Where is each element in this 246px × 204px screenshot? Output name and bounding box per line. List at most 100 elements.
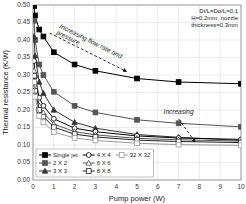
grid-line [220,5,221,180]
point [51,107,56,112]
tick-label: 0.25 [17,88,30,95]
annotation-line: thickness=0.3mm [191,22,238,28]
legend: Single jet 2 X 2 3 X 3 4 X 4 6 X 6 8 X 8 32 X … [36,149,153,177]
point [72,62,77,67]
series [33,80,241,148]
tick-label: 0.00 [17,176,30,183]
point [51,130,56,135]
tick-label: 6 [156,183,160,190]
point [135,117,140,122]
legend-marker [43,153,48,158]
point [33,59,36,64]
legend-entry: 32 X 32 [116,152,151,158]
tick-label: 0.20 [17,106,30,113]
series [33,59,241,142]
tick-label: 0.50 [17,1,30,8]
tick-label: 1 [52,183,56,190]
point [239,124,241,129]
legend-entry: 8 X 8 [83,168,112,174]
point [93,110,98,115]
line [34,21,241,127]
point [176,142,181,147]
series [33,68,241,143]
point [33,18,36,23]
legend-label: 2 X 2 [53,160,68,166]
tick-label: 0.45 [17,18,30,25]
tick-label: 2 [73,183,77,190]
legend-marker [86,153,91,158]
point [41,90,46,95]
legend-label: Single jet [53,152,78,158]
annotation-group: Increasing flow rate andpressure [54,22,124,67]
legend-marker [86,169,91,174]
series [33,18,241,129]
tick-label: 4 [114,183,118,190]
point [33,53,38,58]
point [72,136,77,141]
legend-box [36,149,153,177]
legend-label: 8 X 8 [97,168,112,174]
grid-line [178,5,179,180]
tick-label: 0 [31,183,35,190]
annotation-line: Increasing flow rate and [58,22,124,60]
line [34,37,241,141]
tick-label: 8 [198,183,202,190]
point [33,68,37,73]
point [37,79,42,84]
line [34,76,241,143]
tick-label: 0.15 [17,123,30,130]
annotation: Increasing flow rate andpressure [54,22,124,67]
legend-marker [86,160,91,165]
point [33,94,37,99]
point [135,141,140,146]
tick-label: 0.30 [17,71,30,78]
annotation: Increasing [164,108,194,116]
point [93,138,98,143]
data [33,5,241,148]
point [176,121,181,126]
tick-label: 7 [177,183,181,190]
x-axis-label: Pump power (W) [109,194,166,203]
point [33,5,36,8]
point [41,120,46,125]
chart: 0.000.050.100.150.200.250.300.350.400.45… [0,0,246,204]
annotation: Di/L=Do/L=0.1H=0.2mm, nozzlethickness=0.… [191,8,239,28]
tick-label: 5 [135,183,139,190]
legend-entry: 3 X 3 [39,168,68,174]
point [51,89,56,94]
point [37,114,42,119]
point [135,76,140,81]
annotation-line: pressure [54,28,81,47]
plot-frame [33,5,241,180]
grid-line [199,5,200,180]
point [176,80,181,85]
point [37,27,42,32]
point [51,125,56,130]
point [93,68,98,73]
legend-entry: 4 X 4 [83,152,112,158]
series [33,5,241,86]
point [72,103,77,108]
tick-label: 0.40 [17,36,30,43]
tick-label: 0.10 [17,141,30,148]
legend-entry: 6 X 6 [83,160,112,166]
series [33,34,241,143]
tick-label: 9 [218,183,222,190]
point [37,62,42,67]
legend-entry: 2 X 2 [39,160,68,166]
tick-label: 0.05 [17,158,30,165]
point [41,34,46,39]
annotation-line: H=0.2mm, nozzle [191,15,239,21]
line [34,6,241,84]
point [41,73,46,78]
grid-line [157,5,158,180]
legend-marker [42,168,47,173]
legend-entry: Single jet [39,152,78,158]
plot-area [33,5,241,180]
point [239,81,241,86]
legend-label: 32 X 32 [130,152,151,158]
tick-label: 3 [94,183,98,190]
arrow [179,119,196,142]
y-axis-label: Thermal resistance (K/W) [1,49,10,135]
legend-label: 4 X 4 [97,152,112,158]
